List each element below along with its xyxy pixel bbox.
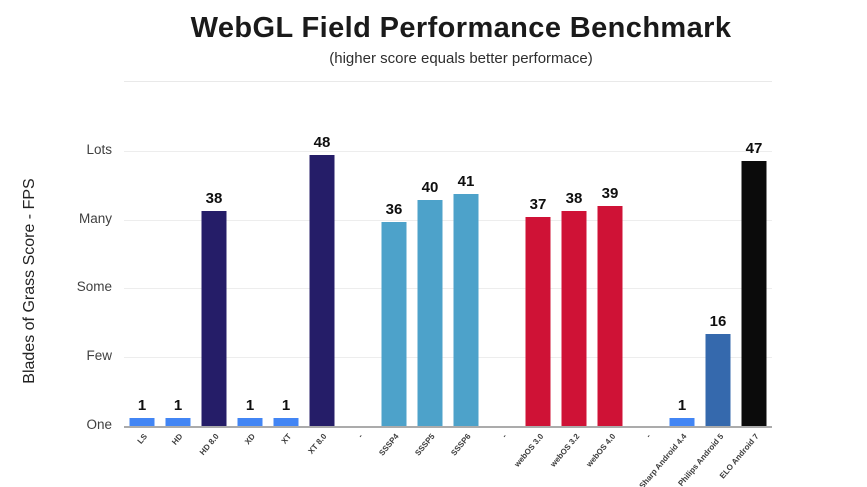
bar-value-label: 47	[745, 140, 763, 157]
category-slot: 41 SSSP6	[448, 82, 484, 458]
bar-webos-4-0	[597, 206, 623, 426]
x-tick-label: HD	[170, 432, 185, 447]
x-tick-label: SSSP5	[413, 432, 437, 458]
category-slot: 1 XT	[268, 82, 304, 446]
gridline	[124, 150, 772, 152]
bar-value-label: 48	[313, 134, 331, 151]
x-tick-label: LS	[135, 432, 149, 446]
category-slot: 16 Philips Android 5	[676, 82, 736, 487]
category-slot: 47 ELO Android 7	[718, 82, 772, 480]
bar-xt	[273, 418, 299, 426]
bar-ls	[129, 418, 155, 426]
gridline	[124, 357, 772, 359]
category-slot: 48 XT 8.0	[304, 82, 340, 456]
category-slot: 38 webOS 3.2	[548, 82, 592, 469]
plot-area: 1 LS 1 HD 38 HD 8.0 1 XD 1 XT 48 XT 8.0 - 36 SSSP4 40 SS…	[124, 81, 772, 487]
x-tick-label: -	[644, 432, 653, 440]
gridline	[124, 219, 772, 221]
category-slot: 1 LS	[124, 82, 160, 446]
x-tick-label: webOS 3.0	[511, 432, 545, 469]
x-tick-label: SSSP4	[377, 432, 401, 458]
x-tick-label: XD	[242, 432, 257, 447]
bar-philips-android-5	[705, 334, 731, 426]
bar-value-label: 39	[601, 185, 619, 202]
bar-value-label: 38	[565, 190, 583, 207]
x-tick-label: -	[500, 432, 509, 440]
category-slot: -	[628, 82, 664, 440]
category-slot: 39 webOS 4.0	[584, 82, 628, 469]
bar-hd-8-0	[201, 211, 227, 426]
x-tick-label: webOS 4.0	[583, 432, 617, 469]
chart-header: WebGL Field Performance Benchmark (highe…	[55, 12, 867, 67]
y-tick-label: Some	[76, 279, 112, 295]
y-tick-label: One	[86, 417, 112, 432]
chart-title: WebGL Field Performance Benchmark	[190, 12, 732, 44]
bar-sssp6	[453, 194, 479, 426]
x-tick-label: HD 8.0	[197, 432, 221, 457]
x-tick-label: webOS 3.2	[547, 432, 581, 469]
y-axis-tick-labels: Lots Many Some Few One	[0, 81, 112, 432]
bar-sssp5	[417, 200, 443, 426]
category-slot: 1 XD	[232, 82, 268, 446]
bar-value-label: 1	[281, 397, 291, 414]
category-slot: 38 HD 8.0	[196, 82, 232, 457]
bar-elo-android-7	[741, 161, 767, 426]
bar-value-label: 16	[709, 313, 727, 330]
bar-value-label: 36	[385, 201, 403, 218]
x-tick-label: XT	[279, 432, 293, 446]
category-slot: -	[340, 82, 376, 440]
bar-value-label: 1	[137, 397, 147, 414]
category-slot: 1 Sharp Android 4.4	[638, 82, 700, 487]
bar-hd	[165, 418, 191, 426]
bar-value-label: 38	[205, 190, 223, 207]
chart-subtitle: (higher score equals better performace)	[329, 50, 593, 67]
bar-value-label: 1	[677, 397, 687, 414]
category-slot: -	[484, 82, 520, 440]
x-tick-label: ELO Android 7	[718, 432, 761, 481]
bar-value-label: 1	[173, 397, 183, 414]
bar-value-label: 37	[529, 196, 547, 213]
bar-value-label: 1	[245, 397, 255, 414]
bar-sharp-android-4-4	[669, 418, 695, 426]
gridline	[124, 288, 772, 290]
bar-webos-3-0	[525, 217, 551, 426]
bar-value-label: 40	[421, 179, 439, 196]
bar-sssp4	[381, 222, 407, 426]
category-slot: 40 SSSP5	[412, 82, 448, 458]
y-tick-label: Few	[86, 348, 112, 364]
x-tick-label: XT 8.0	[306, 432, 329, 456]
bar-webos-3-2	[561, 211, 587, 426]
category-slot: 37 webOS 3.0	[512, 82, 556, 469]
bar-value-label: 41	[457, 173, 475, 190]
x-tick-label: SSSP6	[449, 432, 473, 458]
bar-xd	[237, 418, 263, 426]
y-tick-label: Many	[78, 210, 112, 226]
x-tick-label: -	[356, 432, 365, 440]
category-slot: 36 SSSP4	[376, 82, 412, 458]
category-slot: 1 HD	[160, 82, 196, 447]
y-tick-label: Lots	[86, 141, 112, 157]
bar-xt-8-0	[309, 155, 335, 426]
